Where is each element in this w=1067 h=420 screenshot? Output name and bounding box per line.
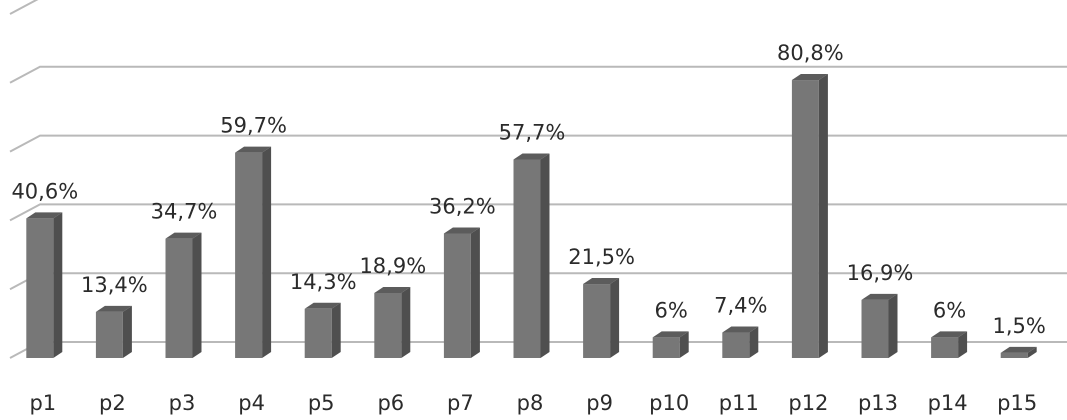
- bar-p7: [443, 227, 480, 358]
- x-tick-p11: p11: [719, 391, 759, 415]
- data-label-p15: 1,5%: [993, 314, 1046, 338]
- gridline: [9, 203, 1067, 222]
- data-label-p14: 6%: [933, 298, 966, 322]
- x-tick-p4: p4: [238, 391, 265, 415]
- bar-p14: [931, 331, 968, 358]
- data-label-p1: 40,6%: [11, 179, 78, 203]
- data-label-p10: 6%: [655, 298, 688, 322]
- bar-p11: [722, 326, 759, 358]
- x-axis-ticks: p1 p2 p3 p4 p5 p6 p7 p8 p9 p10 p11 p12 p13 p14 p15: [29, 391, 1037, 415]
- x-tick-p5: p5: [308, 391, 335, 415]
- bar-p12: [791, 74, 828, 358]
- x-tick-p10: p10: [649, 391, 689, 415]
- data-label-p2: 13,4%: [81, 273, 148, 297]
- x-tick-p9: p9: [586, 391, 613, 415]
- x-tick-p1: p1: [29, 391, 56, 415]
- data-label-p4: 59,7%: [220, 114, 287, 138]
- x-tick-p12: p12: [788, 391, 828, 415]
- data-label-p6: 18,9%: [359, 254, 426, 278]
- x-tick-p14: p14: [928, 391, 968, 415]
- x-tick-p15: p15: [997, 391, 1037, 415]
- bar-p13: [861, 293, 898, 358]
- bars: [26, 74, 1037, 358]
- data-labels: 40,6% 13,4% 34,7% 59,7% 14,3%18,9% 36,2% 57,7%…: [11, 41, 1045, 338]
- gridline: [9, 134, 1067, 153]
- gridline: [9, 65, 1067, 84]
- data-label-p12: 80,8%: [777, 41, 844, 65]
- x-tick-p8: p8: [517, 391, 544, 415]
- bar-p6: [374, 286, 411, 358]
- data-label-p13: 16,9%: [847, 261, 914, 285]
- x-tick-p13: p13: [858, 391, 898, 415]
- bar-p2: [95, 305, 132, 358]
- bar-p9: [583, 278, 620, 358]
- x-tick-p7: p7: [447, 391, 474, 415]
- bar-p10: [652, 331, 689, 358]
- data-label-p11: 7,4%: [714, 294, 767, 318]
- data-label-p8: 57,7%: [499, 121, 566, 145]
- bar-p4: [235, 146, 272, 358]
- gridline: [9, 0, 39, 15]
- data-label-p7: 36,2%: [429, 194, 496, 218]
- bar-p1: [26, 212, 63, 358]
- bar-p3: [165, 232, 202, 358]
- x-tick-p3: p3: [169, 391, 196, 415]
- data-label-p3: 34,7%: [151, 200, 218, 224]
- bar-p5: [304, 302, 341, 358]
- bar-p15: [1000, 346, 1037, 358]
- data-label-p9: 21,5%: [568, 245, 635, 269]
- x-tick-p6: p6: [377, 391, 404, 415]
- bar-p8: [513, 153, 550, 358]
- data-label-p5: 14,3%: [290, 270, 357, 294]
- x-tick-p2: p2: [99, 391, 126, 415]
